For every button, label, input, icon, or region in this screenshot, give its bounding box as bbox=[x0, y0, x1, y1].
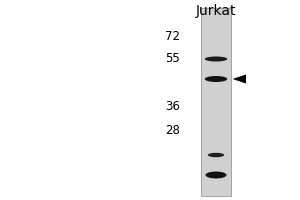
Text: 36: 36 bbox=[165, 100, 180, 114]
Text: 28: 28 bbox=[165, 123, 180, 136]
Text: 55: 55 bbox=[165, 52, 180, 66]
Ellipse shape bbox=[205, 56, 227, 62]
Ellipse shape bbox=[205, 76, 227, 82]
Ellipse shape bbox=[208, 153, 224, 157]
Text: Jurkat: Jurkat bbox=[196, 4, 236, 18]
Ellipse shape bbox=[206, 171, 226, 178]
Bar bbox=[201, 8, 231, 196]
Text: 72: 72 bbox=[165, 29, 180, 43]
FancyArrow shape bbox=[232, 74, 252, 84]
